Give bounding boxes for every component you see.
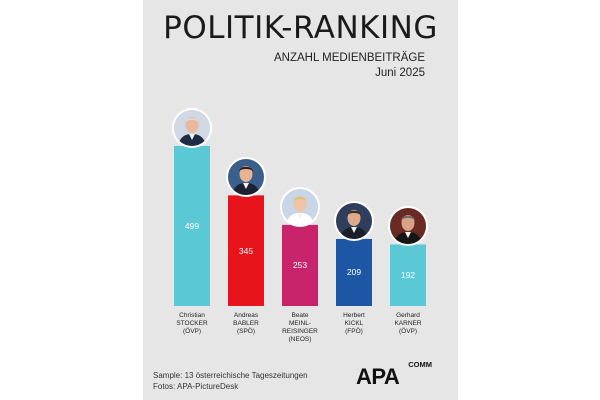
footer-sample: Sample: 13 österreichische Tageszeitunge…: [153, 371, 308, 380]
bar-value-label: 209: [346, 267, 362, 278]
bar-value-label: 253: [292, 260, 308, 271]
category-label: Beate MEINL-REISINGER (NEOS): [282, 312, 318, 343]
avatar: [388, 206, 428, 247]
chart-date: Juni 2025: [375, 67, 425, 79]
bar-value-label: 499: [184, 221, 200, 231]
avatar: [280, 186, 320, 227]
bar-chart: [174, 146, 426, 306]
logo-text-comm: COMM: [408, 360, 432, 369]
page-title: POLITIK-RANKING: [163, 10, 438, 46]
bar-value-label: 192: [400, 270, 416, 281]
infographic-card: POLITIK-RANKING ANZAHL MEDIENBEITRÄGE Ju…: [143, 0, 458, 400]
bar-kickl: [336, 238, 372, 306]
logo-text-apa: APA: [356, 364, 400, 389]
category-label: Gerhard KARNER (ÖVP): [394, 312, 422, 335]
bar-meinl-reisinger: [282, 224, 318, 306]
category-label: Christian STOCKER (ÖVP): [176, 312, 208, 335]
bar-babler: [228, 195, 264, 306]
bar-stocker: [174, 146, 210, 306]
bar-karner: [390, 244, 426, 306]
footer-photos: Fotos: APA-PictureDesk: [153, 382, 239, 391]
avatar: [172, 108, 212, 148]
bar-value-label: 345: [238, 245, 254, 256]
avatar: [226, 157, 266, 198]
apa-comm-logo: APA COMM: [356, 360, 432, 390]
chart-subtitle: ANZAHL MEDIENBEITRÄGE: [273, 52, 425, 64]
category-label: Andreas BABLER (SPÖ): [233, 312, 259, 335]
avatar: [334, 200, 374, 241]
category-label: Herbert KICKL (FPÖ): [343, 312, 365, 335]
